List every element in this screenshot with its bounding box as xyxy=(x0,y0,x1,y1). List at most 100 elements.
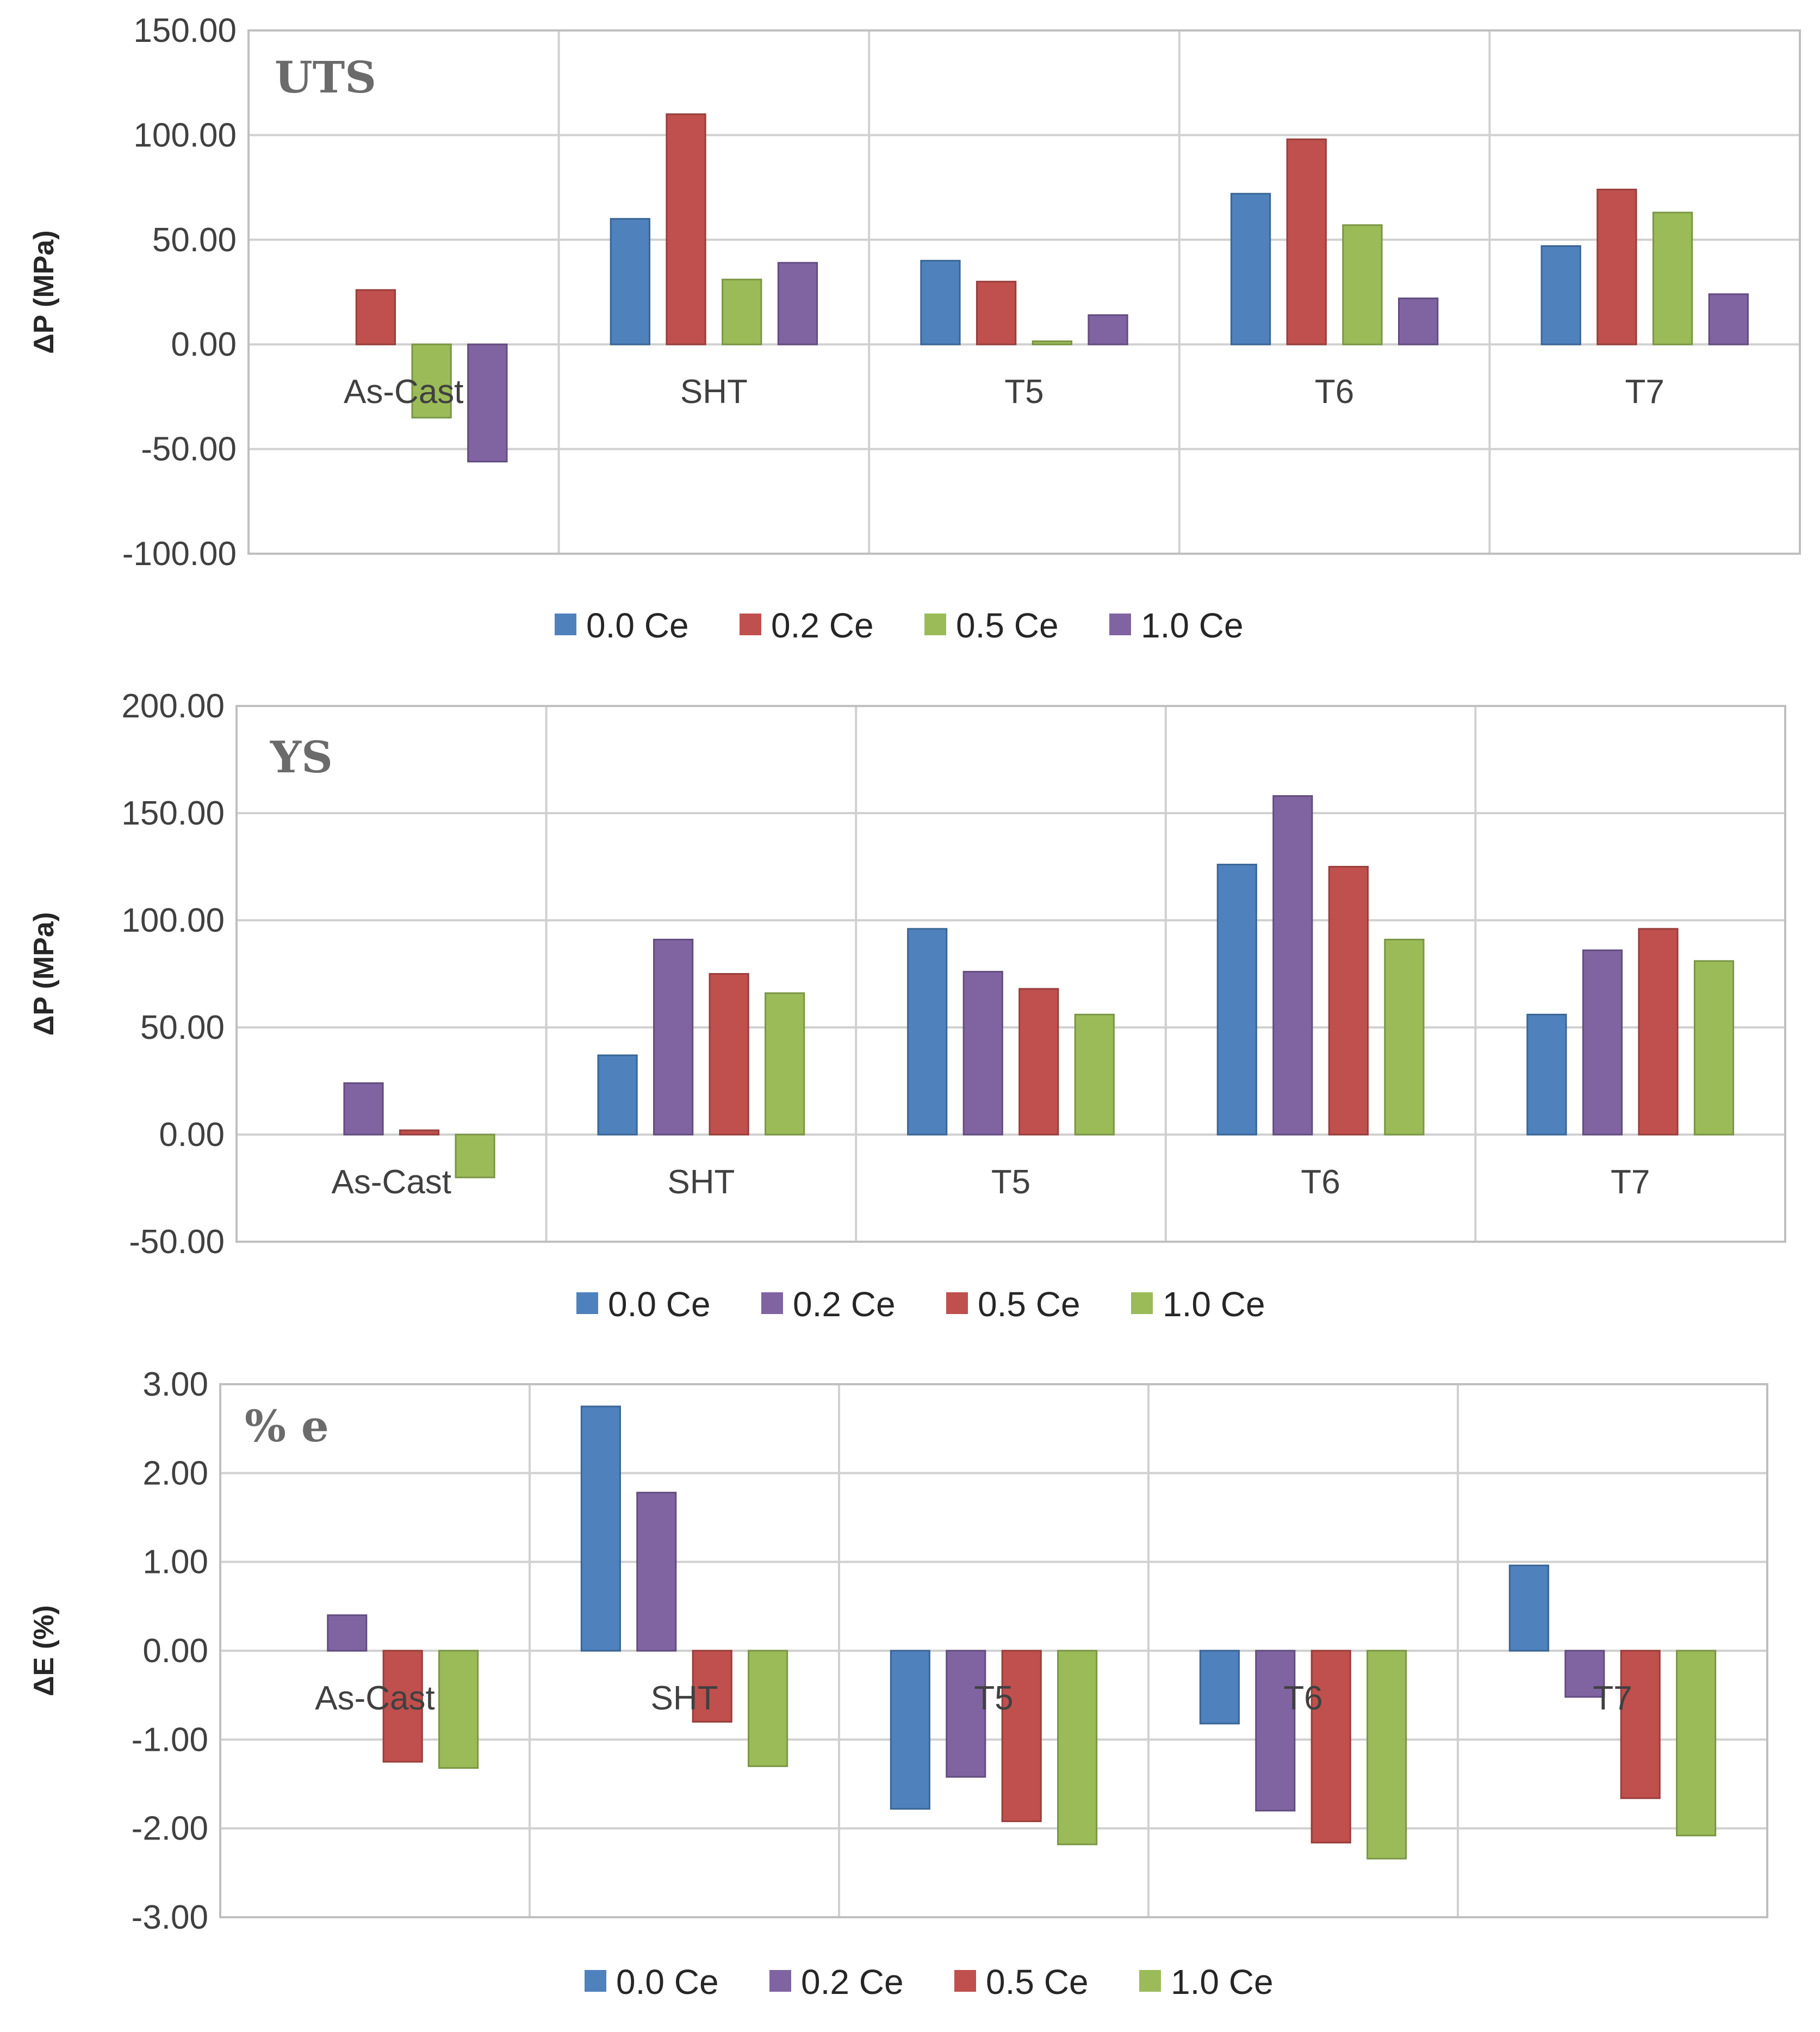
ys-bar-ascast-s3 xyxy=(455,1133,495,1179)
elongation-category-label: As-Cast xyxy=(315,1680,434,1717)
elongation-legend-swatch xyxy=(1139,1970,1161,1992)
uts-ytick-label: -100.00 xyxy=(122,535,237,573)
ys-legend-label: 0.5 Ce xyxy=(978,1285,1080,1324)
ys-legend-label: 0.2 Ce xyxy=(793,1285,896,1324)
elongation-bar-t7-s0 xyxy=(1508,1564,1549,1652)
uts-legend-swatch xyxy=(555,614,576,635)
uts-bar-t6-s3 xyxy=(1397,298,1439,345)
uts-bar-t5-s1 xyxy=(976,281,1017,345)
ys-bar-ascast-s2 xyxy=(399,1129,440,1136)
uts-category-label: T6 xyxy=(1315,373,1354,411)
ys-bar-t6-s2 xyxy=(1328,866,1369,1136)
uts-bar-t5-s2 xyxy=(1032,340,1073,345)
elongation-bar-t6-s2 xyxy=(1310,1650,1351,1844)
ys-ytick-label: -50.00 xyxy=(129,1223,225,1261)
uts-legend-label: 0.5 Ce xyxy=(956,606,1059,645)
elongation-bar-ascast-s1 xyxy=(327,1614,368,1652)
uts-bar-sht-s3 xyxy=(777,262,818,345)
uts-bar-t7-s0 xyxy=(1541,245,1581,345)
elongation-legend-label: 0.2 Ce xyxy=(801,1962,904,2002)
uts-legend-label: 0.2 Ce xyxy=(771,606,874,645)
ys-plot-frame xyxy=(235,705,1786,1243)
ys-category-label: T5 xyxy=(991,1163,1030,1201)
ys-ytick-label: 0.00 xyxy=(159,1116,225,1154)
uts-category-label: T7 xyxy=(1625,373,1664,411)
ys-bar-t6-s3 xyxy=(1384,938,1425,1136)
uts-panel: -100.00 -50.00 0.00 50.00 100.00 150.00 As-Cas… xyxy=(28,12,1801,645)
uts-bar-ascast-s2 xyxy=(411,343,452,419)
elongation-legend-label: 0.5 Ce xyxy=(986,1962,1089,2002)
elongation-bar-t6-s1 xyxy=(1255,1650,1296,1812)
elongation-legend-label: 1.0 Ce xyxy=(1171,1962,1274,2002)
uts-bar-t6-s0 xyxy=(1230,193,1271,345)
elongation-bar-t6-s0 xyxy=(1199,1650,1240,1725)
ys-panel-title: YS xyxy=(270,732,333,783)
elongation-bar-t5-s0 xyxy=(890,1650,930,1810)
ys-bar-t6-s0 xyxy=(1216,864,1257,1136)
elongation-bar-ascast-s2 xyxy=(382,1650,423,1763)
uts-ytick-label: 50.00 xyxy=(152,221,237,259)
ys-bar-sht-s0 xyxy=(597,1054,638,1136)
ys-bar-sht-s2 xyxy=(709,973,749,1136)
uts-panel-title: UTS xyxy=(275,52,376,103)
uts-bar-t7-s1 xyxy=(1597,188,1637,345)
uts-bar-t6-s1 xyxy=(1286,138,1327,345)
elongation-bar-sht-s0 xyxy=(580,1405,621,1652)
uts-legend-swatch xyxy=(1109,614,1131,635)
uts-bar-sht-s1 xyxy=(666,113,706,345)
ys-bar-sht-s1 xyxy=(653,938,694,1136)
elongation-ytick-label: 1.00 xyxy=(142,1544,208,1581)
uts-bar-t7-s3 xyxy=(1708,293,1749,345)
ys-legend-swatch xyxy=(946,1292,968,1314)
elongation-category-label: SHT xyxy=(651,1680,718,1717)
elongation-y-axis-label: ΔE (%) xyxy=(28,1605,60,1696)
uts-bar-t5-s0 xyxy=(920,259,961,345)
uts-legend-label: 1.0 Ce xyxy=(1141,606,1244,645)
ys-bar-t5-s3 xyxy=(1074,1013,1115,1136)
ys-category-label: T6 xyxy=(1301,1163,1340,1201)
elongation-bar-t7-s2 xyxy=(1620,1650,1661,1799)
uts-ytick-label: -50.00 xyxy=(141,431,237,468)
uts-category-label: As-Cast xyxy=(344,373,463,411)
ys-category-label: As-Cast xyxy=(332,1163,451,1201)
ys-bar-t7-s0 xyxy=(1526,1013,1567,1136)
ys-bar-t5-s2 xyxy=(1018,988,1059,1136)
uts-ytick-label: 100.00 xyxy=(133,116,237,154)
uts-y-axis-label: ΔP (MPa) xyxy=(28,230,60,354)
elongation-bar-t5-s3 xyxy=(1057,1650,1098,1845)
elongation-category-label: T5 xyxy=(974,1680,1013,1717)
elongation-bar-t6-s3 xyxy=(1366,1650,1407,1860)
elongation-bar-sht-s1 xyxy=(636,1491,677,1652)
uts-ytick-label: 150.00 xyxy=(133,12,237,49)
ys-category-label: SHT xyxy=(667,1163,735,1201)
uts-legend-swatch xyxy=(924,614,946,635)
ys-ytick-label: 100.00 xyxy=(121,902,225,939)
ys-legend-label: 1.0 Ce xyxy=(1163,1285,1265,1324)
elongation-plot-frame xyxy=(219,1383,1768,1918)
uts-bar-sht-s2 xyxy=(722,278,762,345)
elongation-bar-t7-s1 xyxy=(1564,1650,1605,1698)
ys-bar-t5-s0 xyxy=(907,928,948,1136)
elongation-bar-t5-s1 xyxy=(946,1650,986,1778)
elongation-bar-t7-s3 xyxy=(1676,1650,1717,1837)
elongation-bar-ascast-s3 xyxy=(438,1650,479,1769)
uts-category-label: SHT xyxy=(680,373,748,411)
ys-bar-ascast-s1 xyxy=(343,1082,384,1136)
ys-ytick-label: 50.00 xyxy=(140,1009,225,1046)
elongation-category-label: T7 xyxy=(1593,1680,1632,1717)
uts-bar-t5-s3 xyxy=(1088,314,1128,345)
uts-bar-ascast-s3 xyxy=(467,343,508,463)
ys-y-axis-label: ΔP (MPa) xyxy=(28,912,60,1036)
ys-panel: -50.00 0.00 50.00 100.00 150.00 200.00 As-Cast… xyxy=(28,687,1786,1324)
elongation-bar-sht-s3 xyxy=(748,1650,788,1767)
uts-category-label: T5 xyxy=(1004,373,1043,411)
uts-ytick-label: 0.00 xyxy=(171,326,237,363)
ys-bar-t7-s1 xyxy=(1582,949,1623,1136)
ys-legend-label: 0.0 Ce xyxy=(608,1285,711,1324)
uts-bar-sht-s0 xyxy=(610,218,651,345)
elongation-legend-swatch xyxy=(769,1970,791,1992)
ys-category-label: T7 xyxy=(1611,1163,1650,1201)
ys-bar-t6-s1 xyxy=(1272,795,1313,1136)
uts-bar-ascast-s1 xyxy=(355,289,396,345)
